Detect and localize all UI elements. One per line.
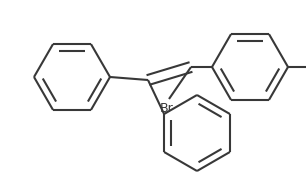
Text: Br: Br xyxy=(160,102,174,115)
